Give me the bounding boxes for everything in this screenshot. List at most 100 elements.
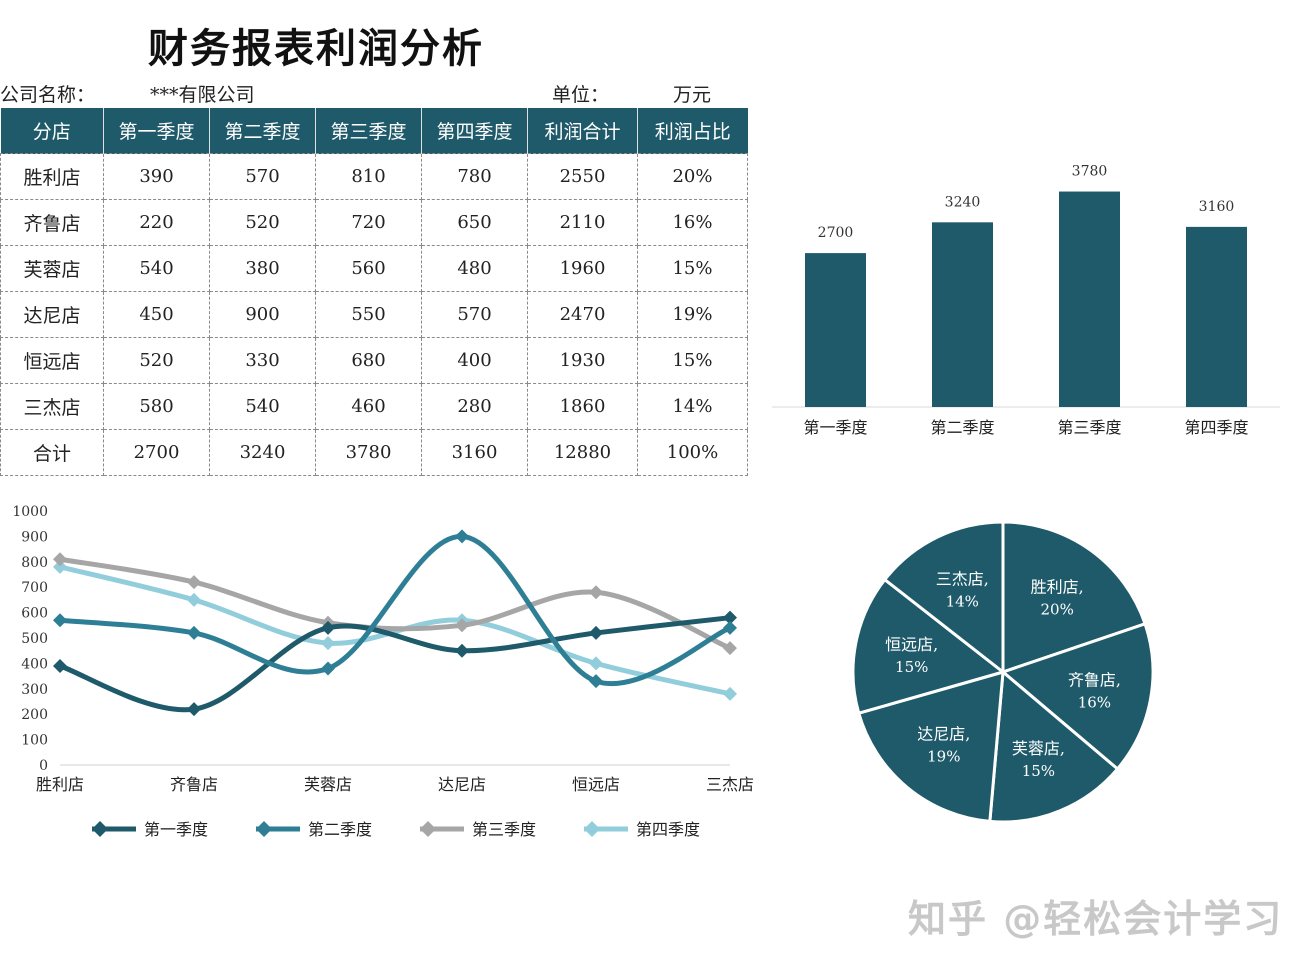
table-cell: 780 [421,153,528,200]
pie-percent-label: 15% [1022,762,1055,780]
table-cell: 胜利店 [0,153,104,200]
table-cell: 900 [209,291,316,338]
line-series [57,615,733,713]
line-point-marker [723,620,737,635]
table-cell: 650 [421,199,528,246]
table-cell: 2110 [527,199,638,246]
table-cell: 550 [315,291,422,338]
table-cell: 480 [421,245,528,292]
pie-category-label: 三杰店, [936,569,989,588]
header-shop: 分店 [0,108,104,154]
table-cell: 220 [103,199,210,246]
table-cell: 齐鲁店 [0,199,104,246]
header-profit-share: 利润占比 [637,108,748,154]
pie-percent-label: 20% [1041,600,1074,618]
table-cell: 280 [421,383,528,430]
table-cell: 540 [209,383,316,430]
bar [932,222,993,407]
table-row: 恒远店 520 330 680 400 1930 15% [0,337,748,384]
table-cell: 520 [103,337,210,384]
line-point-marker [321,620,335,635]
pie-category-label: 齐鲁店, [1068,670,1121,689]
table-cell: 2700 [103,429,210,476]
line-x-tick-label: 芙蓉店 [304,775,352,794]
company-value: ***有限公司 [150,84,255,106]
line-point-marker [187,592,201,607]
line-point-marker [589,585,603,600]
quarter-bar-chart: 2700 第一季度 3240 第二季度 3780 第三季度 3160 第四季度 [772,164,1280,437]
legend-marker [584,821,600,837]
bar-category-label: 第三季度 [1057,418,1121,437]
line-x-tick-label: 齐鲁店 [170,775,218,794]
table-cell: 460 [315,383,422,430]
legend-label: 第一季度 [144,820,208,839]
legend-label: 第二季度 [308,820,372,839]
pie-slice [882,520,1005,676]
unit-label: 单位： [552,84,610,106]
pie-percent-label: 19% [927,748,960,766]
table-row: 三杰店 580 540 460 280 1860 14% [0,383,748,430]
line-point-marker [723,610,737,625]
table-cell: 19% [637,291,748,338]
pie-category-label: 达尼店, [917,725,970,744]
watermark: 知乎 @轻松会计学习 [908,897,1284,941]
table-cell: 570 [421,291,528,338]
table-cell: 3240 [209,429,316,476]
table-cell: 720 [315,199,422,246]
bar-data-label: 2700 [818,225,854,241]
line-x-tick-label: 三杰店 [706,775,754,794]
pie-slice [856,669,1005,824]
table-row: 胜利店 390 570 810 780 2550 20% [0,153,748,200]
line-point-marker [455,618,469,633]
table-cell: 1930 [527,337,638,384]
line-y-tick-label: 1000 [12,504,48,520]
header-profit-total: 利润合计 [527,108,638,154]
line-point-marker [187,702,201,717]
bar-category-label: 第一季度 [803,418,867,437]
table-cell: 芙蓉店 [0,245,104,292]
table-cell: 3160 [421,429,528,476]
table-cell: 450 [103,291,210,338]
bar [805,253,866,407]
table-cell: 1960 [527,245,638,292]
legend-label: 第四季度 [636,820,700,839]
table-cell: 400 [421,337,528,384]
line-point-marker [53,552,67,567]
header-q1: 第一季度 [103,108,210,154]
table-row: 齐鲁店 220 520 720 650 2110 16% [0,199,748,246]
legend-label: 第三季度 [472,820,536,839]
table-cell: 2550 [527,153,638,200]
table-cell: 570 [209,153,316,200]
table-cell: 330 [209,337,316,384]
line-x-tick-label: 胜利店 [36,775,84,794]
line-y-tick-label: 900 [21,529,48,545]
pie-slice [851,577,1007,716]
line-y-tick-label: 500 [21,631,48,647]
table-cell: 三杰店 [0,383,104,430]
table-cell: 520 [209,199,316,246]
table-cell: 100% [637,429,748,476]
legend-marker [256,821,272,837]
company-label: 公司名称： [0,84,96,106]
bar-category-label: 第四季度 [1184,418,1248,437]
table-cell: 3780 [315,429,422,476]
table-cell: 680 [315,337,422,384]
line-y-tick-label: 100 [21,733,48,749]
line-y-tick-label: 700 [21,580,48,596]
header-q2: 第二季度 [209,108,316,154]
line-x-tick-label: 达尼店 [438,775,486,794]
line-series [57,564,733,697]
pie-percent-label: 15% [895,658,928,676]
pie-category-label: 芙蓉店, [1012,739,1065,758]
line-point-marker [187,625,201,640]
shop-line-chart: 0 100 200 300 400 500 600 700 800 900 1000 胜利店 齐鲁店 芙蓉… [12,504,754,839]
page-title: 财务报表利润分析 [148,25,484,72]
table-header-row: 分店 第一季度 第二季度 第三季度 第四季度 利润合计 利润占比 [0,108,748,154]
bar-category-label: 第二季度 [930,418,994,437]
table-cell: 20% [637,153,748,200]
line-point-marker [589,674,603,689]
table-cell: 达尼店 [0,291,104,338]
line-y-tick-label: 600 [21,606,48,622]
table-cell: 380 [209,245,316,292]
pie-slice [988,668,1120,824]
